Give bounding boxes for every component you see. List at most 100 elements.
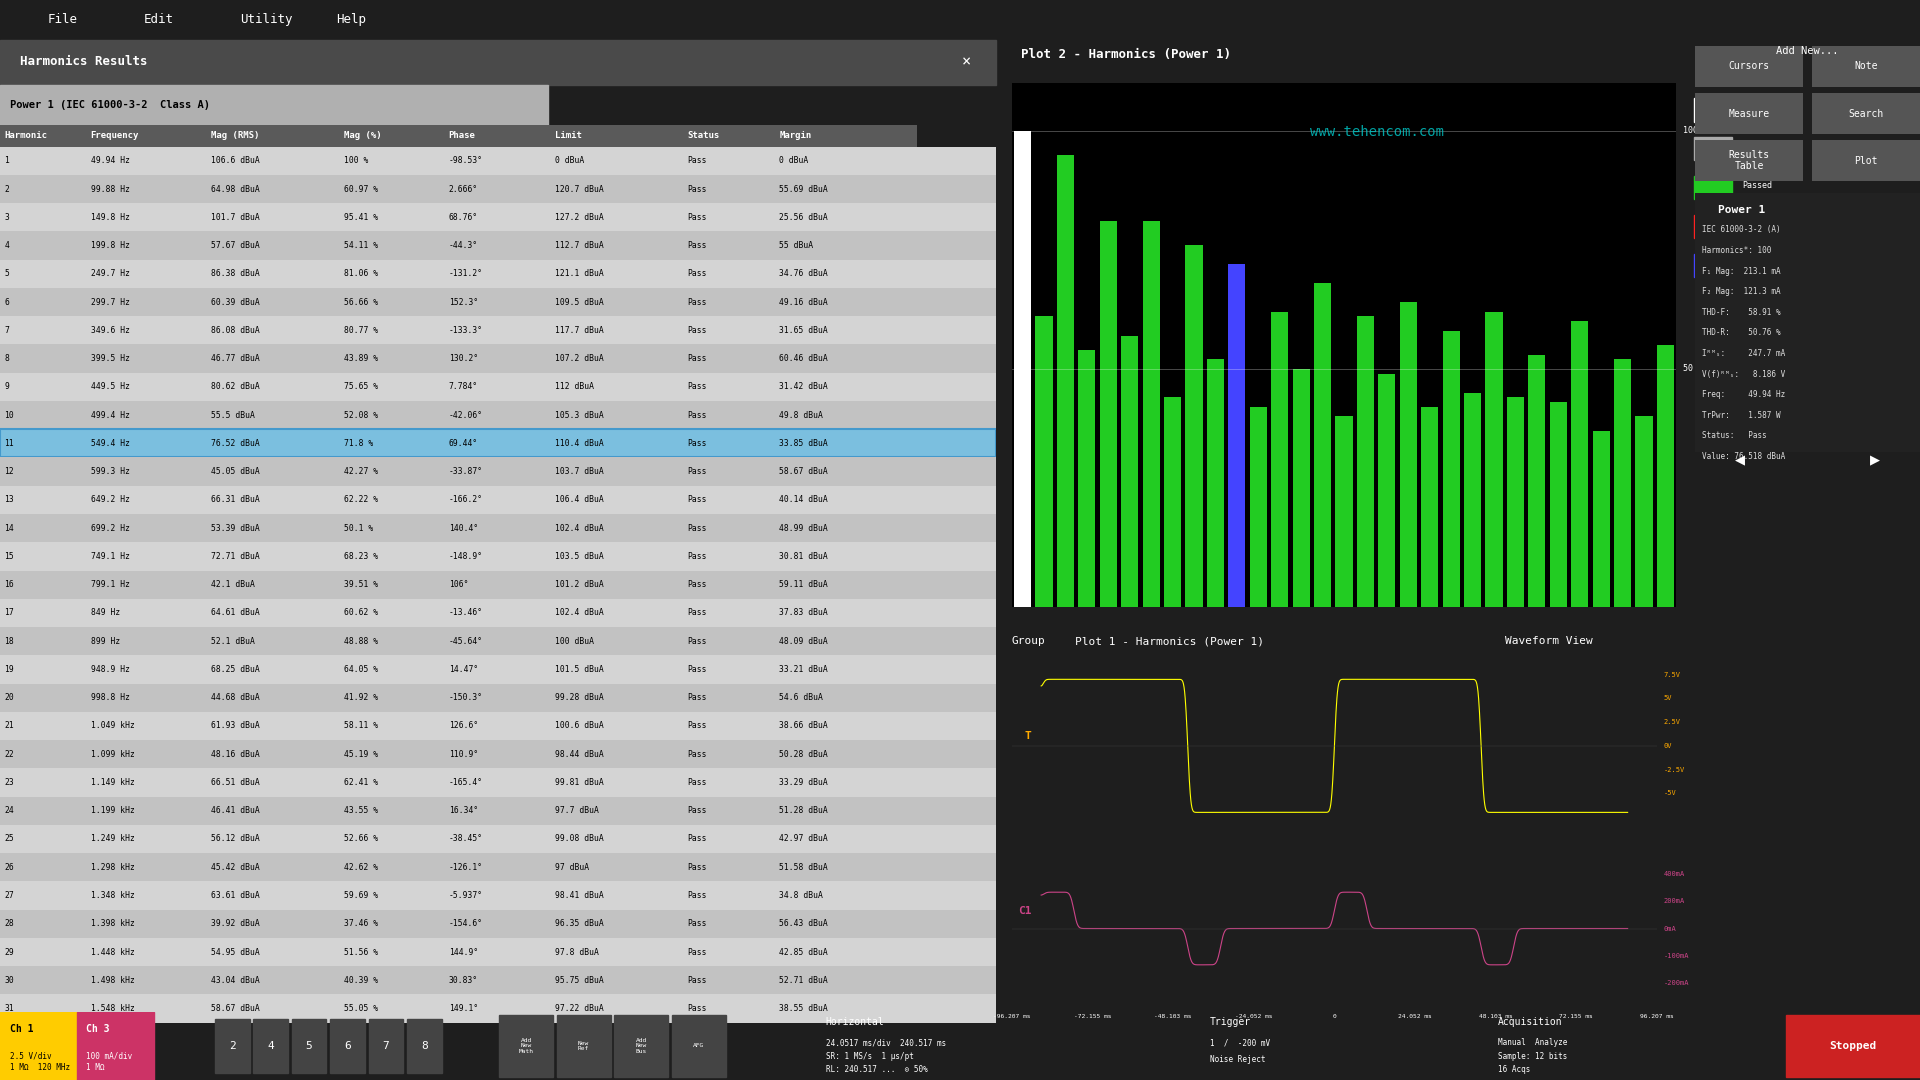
Text: ×: × (962, 54, 972, 69)
Bar (1208, 360, 1223, 607)
Text: Power 1 (IEC 61000-3-2  Class A): Power 1 (IEC 61000-3-2 Class A) (10, 99, 209, 110)
Text: 60.97 %: 60.97 % (344, 185, 378, 193)
Bar (0, 995, 996, 1023)
Text: Pass: Pass (687, 382, 707, 391)
Text: 42.27 %: 42.27 % (344, 468, 378, 476)
Text: Pass: Pass (687, 185, 707, 193)
Bar (1812, 93, 1920, 134)
Text: 649.2 Hz: 649.2 Hz (90, 496, 131, 504)
Text: 100.6 dBuA: 100.6 dBuA (555, 721, 603, 730)
Text: Pass: Pass (687, 637, 707, 646)
Text: Sample: 12 bits: Sample: 12 bits (1498, 1052, 1567, 1061)
Text: 599.3 Hz: 599.3 Hz (90, 468, 131, 476)
Bar (0, 85, 547, 124)
Text: F₁ Mag:  213.1 mA: F₁ Mag: 213.1 mA (1703, 267, 1780, 275)
Text: 42.1 dBuA: 42.1 dBuA (211, 580, 255, 590)
Text: 48.99 dBuA: 48.99 dBuA (780, 524, 828, 532)
Text: 59.69 %: 59.69 % (344, 891, 378, 900)
Text: 68.23 %: 68.23 % (344, 552, 378, 561)
Text: 7: 7 (382, 1041, 390, 1051)
Text: 106°: 106° (449, 580, 468, 590)
Text: 998.8 Hz: 998.8 Hz (90, 693, 131, 702)
Text: 49.94 Hz: 49.94 Hz (90, 157, 131, 165)
Text: 49.16 dBuA: 49.16 dBuA (780, 298, 828, 307)
Text: 12: 12 (4, 468, 13, 476)
Bar (204, 124, 338, 147)
Text: 58.67 dBuA: 58.67 dBuA (780, 468, 828, 476)
Text: 15: 15 (4, 552, 13, 561)
Text: 106.6 dBuA: 106.6 dBuA (211, 157, 259, 165)
Text: Pass: Pass (687, 835, 707, 843)
Bar (0, 967, 996, 995)
Text: Mag (RMS): Mag (RMS) (211, 131, 259, 140)
Text: 117.7 dBuA: 117.7 dBuA (555, 326, 603, 335)
Text: 105.3 dBuA: 105.3 dBuA (555, 410, 603, 420)
Text: 72.155 ms: 72.155 ms (1559, 1014, 1594, 1020)
Text: 1.498 kHz: 1.498 kHz (90, 976, 134, 985)
Text: 849 Hz: 849 Hz (90, 608, 119, 618)
Text: Group: Group (1012, 636, 1044, 646)
Text: Horizontal: Horizontal (826, 1017, 885, 1027)
Text: 42.62 %: 42.62 % (344, 863, 378, 872)
Text: Pass: Pass (687, 269, 707, 279)
Text: 2.5 V/div: 2.5 V/div (10, 1052, 52, 1061)
Bar (0, 797, 996, 825)
Text: -148.9°: -148.9° (449, 552, 482, 561)
Text: Freq:     49.94 Hz: Freq: 49.94 Hz (1703, 390, 1786, 400)
Text: 2.666°: 2.666° (449, 185, 478, 193)
Text: Pass: Pass (687, 410, 707, 420)
Text: 34.8 dBuA: 34.8 dBuA (780, 891, 824, 900)
Text: 97.8 dBuA: 97.8 dBuA (555, 947, 599, 957)
Text: Selected: Selected (1741, 259, 1782, 268)
Text: 16: 16 (4, 580, 13, 590)
Text: Pass: Pass (687, 778, 707, 787)
Bar (407, 1018, 442, 1074)
Text: 25.56 dBuA: 25.56 dBuA (780, 213, 828, 221)
Text: 28: 28 (4, 919, 13, 929)
Text: -44.3°: -44.3° (449, 241, 478, 251)
Text: 5V: 5V (1663, 696, 1672, 701)
Text: 1.249 kHz: 1.249 kHz (90, 835, 134, 843)
Text: Cursors: Cursors (1728, 62, 1770, 71)
Bar (0, 429, 996, 458)
Text: 97.22 dBuA: 97.22 dBuA (555, 1004, 603, 1013)
Text: 349.6 Hz: 349.6 Hz (90, 326, 131, 335)
Text: 26: 26 (4, 863, 13, 872)
Bar (1507, 397, 1524, 607)
Bar (0, 853, 996, 881)
Text: 58.67 dBuA: 58.67 dBuA (211, 1004, 259, 1013)
Text: Power 1: Power 1 (1718, 205, 1764, 215)
Bar (0, 684, 996, 712)
Text: www.tehencom.com: www.tehencom.com (1309, 125, 1444, 139)
Text: 76.52 dBuA: 76.52 dBuA (211, 438, 259, 448)
Text: 24: 24 (4, 807, 13, 815)
Bar (0, 401, 996, 429)
Text: TrPwr:    1.587 W: TrPwr: 1.587 W (1703, 410, 1780, 420)
Bar (0, 768, 996, 797)
Bar (1379, 374, 1396, 607)
Text: 51.28 dBuA: 51.28 dBuA (780, 807, 828, 815)
Text: -45.64°: -45.64° (449, 637, 482, 646)
Text: Pass: Pass (687, 665, 707, 674)
Text: C1: C1 (1018, 906, 1031, 916)
Text: 64.61 dBuA: 64.61 dBuA (211, 608, 259, 618)
Text: 54.11 %: 54.11 % (344, 241, 378, 251)
Text: 399.5 Hz: 399.5 Hz (90, 354, 131, 363)
Text: Harmonics*: 100: Harmonics*: 100 (1703, 246, 1772, 255)
Text: 0 dBuA: 0 dBuA (555, 157, 584, 165)
Bar (1693, 137, 1732, 161)
Text: 110.4 dBuA: 110.4 dBuA (555, 438, 603, 448)
Text: New
Ref: New Ref (578, 1041, 589, 1052)
Text: 95.75 dBuA: 95.75 dBuA (555, 976, 603, 985)
Text: 39.92 dBuA: 39.92 dBuA (211, 919, 259, 929)
Bar (1142, 221, 1160, 607)
Text: 60.46 dBuA: 60.46 dBuA (780, 354, 828, 363)
Bar (0, 740, 996, 768)
Text: -33.87°: -33.87° (449, 468, 482, 476)
Text: 58.11 %: 58.11 % (344, 721, 378, 730)
Text: Add
New
Bus: Add New Bus (636, 1038, 647, 1054)
Text: ×: × (1897, 48, 1907, 63)
Bar (369, 1018, 403, 1074)
Text: 9: 9 (4, 382, 10, 391)
Text: Pass: Pass (687, 157, 707, 165)
